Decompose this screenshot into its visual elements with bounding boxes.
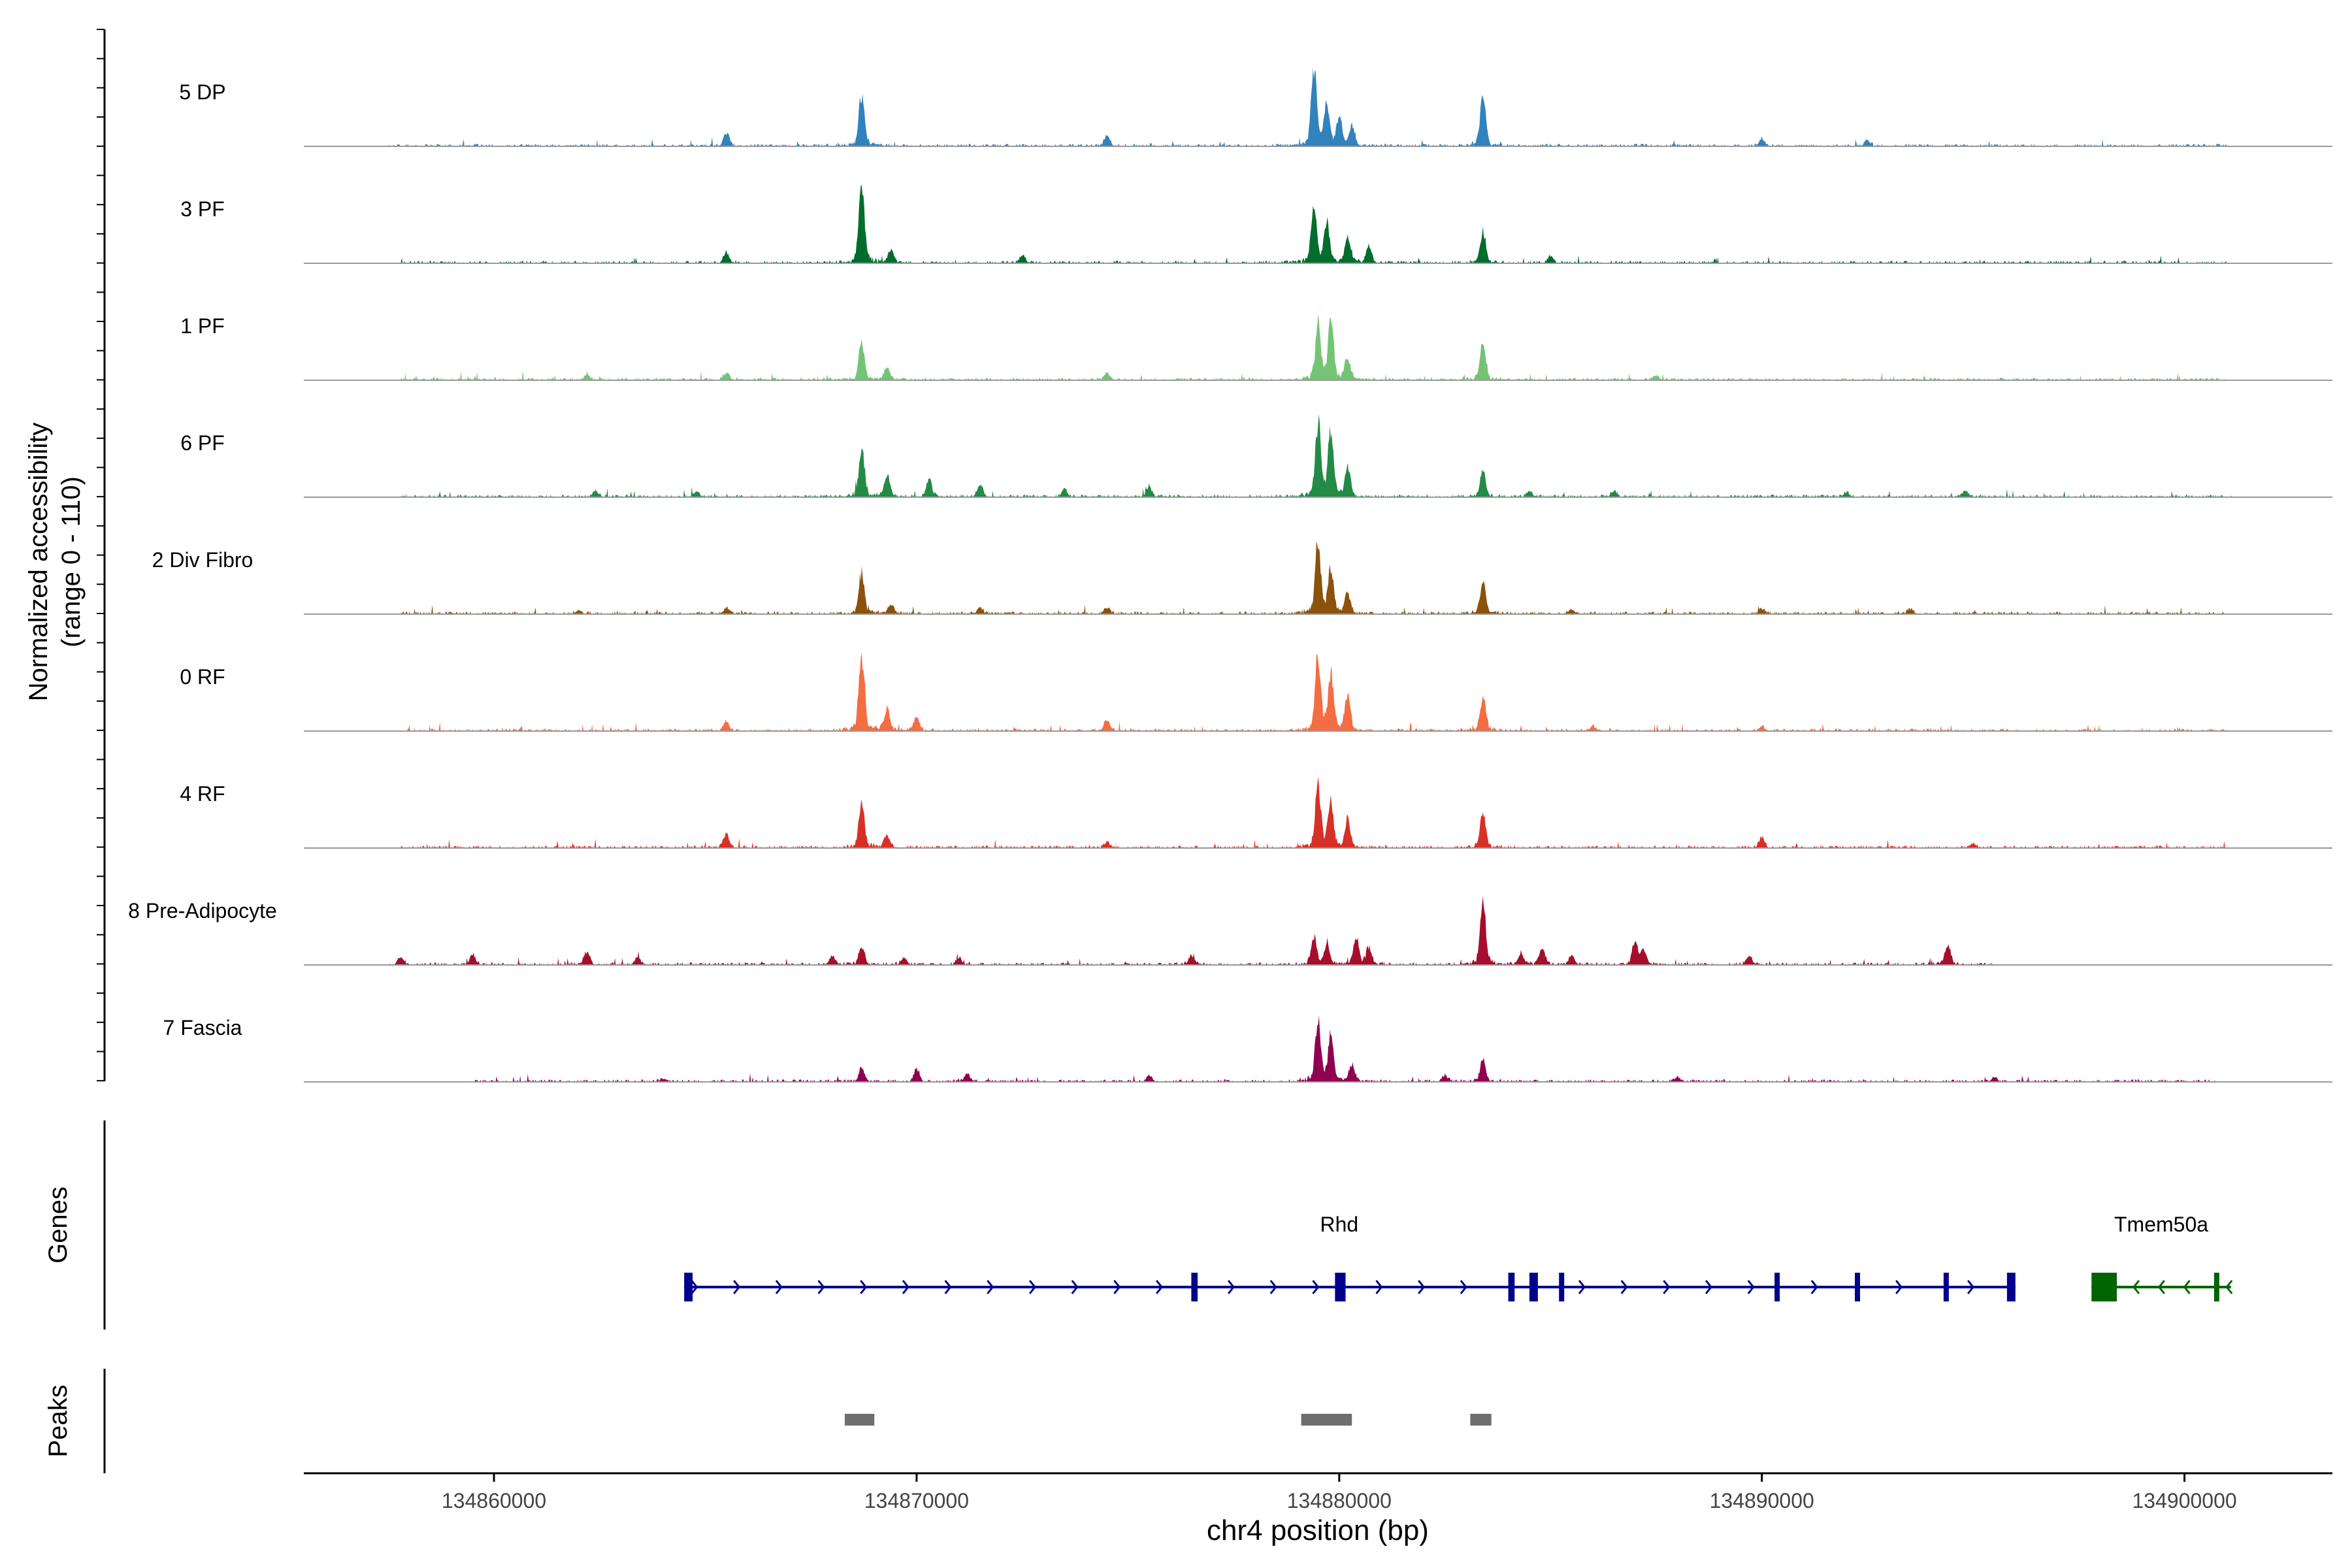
coverage-area bbox=[400, 541, 2227, 614]
strand-arrow bbox=[1810, 1280, 1818, 1294]
strand-arrow bbox=[2183, 1280, 2191, 1294]
y-axis-ticks bbox=[97, 29, 105, 1082]
track-label: 1 PF bbox=[180, 314, 225, 338]
track-6: 0 RF bbox=[180, 653, 2332, 732]
strand-arrow bbox=[944, 1280, 952, 1294]
peak-regions bbox=[845, 1414, 1492, 1426]
gene-exon bbox=[1191, 1273, 1198, 1301]
strand-arrow bbox=[1227, 1280, 1235, 1294]
gene-exon bbox=[684, 1273, 693, 1301]
strand-arrow bbox=[902, 1280, 909, 1294]
track-label: 7 Fascia bbox=[163, 1016, 242, 1039]
coverage-area bbox=[400, 653, 2227, 731]
gene-exon bbox=[1529, 1273, 1538, 1301]
strand-arrow bbox=[1028, 1280, 1037, 1294]
strand-arrow bbox=[691, 1280, 698, 1294]
x-axis: 134860000 134870000 134880000 134890000 1349… bbox=[304, 1472, 2332, 1546]
track-7: 4 RF bbox=[180, 776, 2332, 849]
track-label: 2 Div Fibro bbox=[152, 548, 253, 572]
gene-exon bbox=[1508, 1273, 1515, 1301]
y-axis: Normalized accessibility (range 0 - 110) bbox=[24, 29, 106, 1082]
x-tick-label: 134880000 bbox=[1287, 1489, 1392, 1512]
strand-arrow bbox=[1155, 1280, 1164, 1294]
gene-exon bbox=[1335, 1273, 1346, 1301]
track-label: 5 DP bbox=[179, 80, 225, 104]
peak-region bbox=[845, 1414, 875, 1426]
coverage-area bbox=[400, 414, 2236, 497]
peak-region bbox=[1301, 1414, 1352, 1426]
strand-arrow bbox=[1895, 1280, 1903, 1294]
coverage-area bbox=[400, 314, 2227, 380]
x-tick-label: 134890000 bbox=[1710, 1489, 1814, 1512]
gene-name: Tmem50a bbox=[2114, 1213, 2208, 1236]
gene-exon bbox=[1943, 1273, 1949, 1301]
gene-models: Rhd Tmem50a bbox=[684, 1213, 2233, 1301]
strand-arrow bbox=[2157, 1280, 2165, 1294]
strand-arrow bbox=[1113, 1280, 1121, 1294]
x-axis-label: chr4 position (bp) bbox=[1207, 1514, 1429, 1546]
strand-arrow bbox=[1967, 1280, 1975, 1294]
track-8: 8 Pre-Adipocyte bbox=[128, 896, 2332, 966]
y-axis-label-range: (range 0 - 110) bbox=[57, 476, 86, 647]
strand-arrow bbox=[1418, 1280, 1426, 1294]
gene-name: Rhd bbox=[1320, 1213, 1358, 1236]
strand-arrow bbox=[2132, 1280, 2140, 1294]
track-label: 3 PF bbox=[180, 197, 225, 221]
track-1: 5 DP bbox=[179, 67, 2332, 147]
track-2: 3 PF bbox=[180, 185, 2332, 264]
strand-arrow bbox=[1460, 1280, 1467, 1294]
strand-arrow bbox=[1620, 1280, 1628, 1294]
strand-arrow bbox=[1578, 1280, 1586, 1294]
gene-exon bbox=[1855, 1273, 1861, 1301]
track-4: 6 PF bbox=[180, 414, 2332, 498]
strand-arrow bbox=[1747, 1280, 1755, 1294]
gene-exon bbox=[1559, 1273, 1565, 1301]
strand-arrow bbox=[1375, 1280, 1383, 1294]
peak-track-label: Peaks bbox=[44, 1384, 73, 1457]
strand-arrow bbox=[2225, 1280, 2233, 1294]
gene-exon bbox=[2091, 1273, 2117, 1301]
track-label: 8 Pre-Adipocyte bbox=[128, 899, 277, 923]
gene-exon bbox=[2213, 1273, 2219, 1301]
track-label: 0 RF bbox=[180, 665, 225, 689]
strand-arrow bbox=[1269, 1280, 1277, 1294]
gene-rhd: Rhd bbox=[684, 1213, 2016, 1301]
x-tick-label: 134870000 bbox=[864, 1489, 969, 1512]
strand-arrow bbox=[1312, 1280, 1320, 1294]
peak-region bbox=[1470, 1414, 1492, 1426]
track-5: 2 Div Fibro bbox=[152, 541, 2332, 615]
x-tick-label: 134860000 bbox=[442, 1489, 546, 1512]
gene-track-label: Genes bbox=[44, 1186, 73, 1264]
gene-exon bbox=[1774, 1273, 1780, 1301]
strand-arrow bbox=[860, 1280, 868, 1294]
x-tick-label: 134900000 bbox=[2132, 1489, 2237, 1512]
track-label: 6 PF bbox=[180, 431, 225, 455]
track-label: 4 RF bbox=[180, 782, 225, 806]
track-9: 7 Fascia bbox=[163, 1015, 2332, 1083]
strand-arrow bbox=[1071, 1280, 1079, 1294]
gene-exon bbox=[2006, 1273, 2016, 1301]
peak-track: Peaks bbox=[44, 1369, 1492, 1473]
strand-arrow bbox=[733, 1280, 741, 1294]
coverage-tracks: 5 DP 3 PF 1 PF 6 PF 2 Div Fibro 0 RF 4 RF 8 Pre… bbox=[128, 67, 2332, 1083]
coverage-area bbox=[400, 185, 2227, 263]
coverage-area bbox=[400, 776, 2227, 848]
track-3: 1 PF bbox=[180, 314, 2332, 381]
strand-arrow bbox=[775, 1280, 783, 1294]
y-axis-label: Normalized accessibility bbox=[24, 423, 53, 702]
strand-arrow bbox=[987, 1280, 994, 1294]
strand-arrow bbox=[817, 1280, 825, 1294]
gene-track: Genes Rhd Tmem50a bbox=[44, 1120, 2233, 1330]
strand-arrow bbox=[1705, 1280, 1713, 1294]
x-axis-ticks: 134860000 134870000 134880000 134890000 1349… bbox=[442, 1473, 2237, 1512]
gene-tmem50a: Tmem50a bbox=[2091, 1213, 2233, 1301]
strand-arrow bbox=[1663, 1280, 1671, 1294]
